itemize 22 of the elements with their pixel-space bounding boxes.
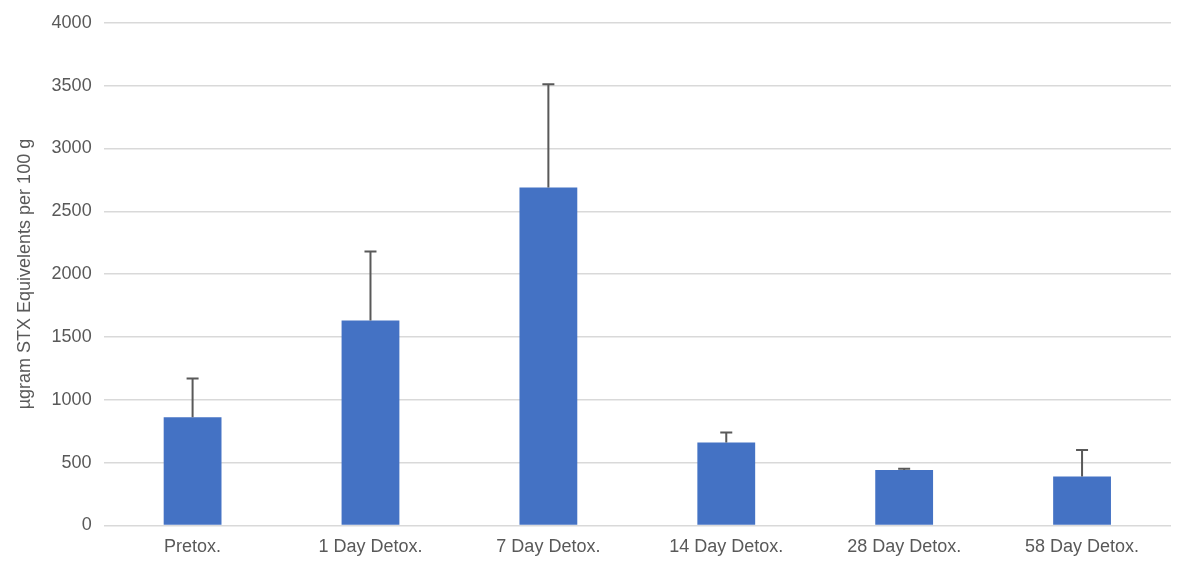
bar: [1053, 476, 1111, 525]
bar: [341, 320, 400, 525]
x-tick-label: 1 Day Detox.: [318, 536, 423, 557]
x-tick-label: 7 Day Detox.: [496, 536, 601, 557]
y-tick-label: 1500: [51, 325, 92, 346]
y-tick-label: 1000: [51, 388, 92, 409]
y-tick-label: 3000: [51, 137, 92, 158]
bar: [163, 417, 222, 525]
y-tick-label: 3500: [51, 74, 92, 95]
bar: [875, 470, 934, 525]
x-tick-label: 28 Day Detox.: [847, 536, 962, 557]
y-tick-label: 2000: [51, 263, 92, 284]
y-axis-title: µgram STX Equivelents per 100 g: [13, 138, 34, 410]
bar: [519, 187, 578, 525]
y-tick-label: 500: [61, 451, 92, 472]
y-tick-label: 2500: [51, 200, 92, 221]
y-tick-label: 0: [81, 514, 92, 535]
bar: [697, 442, 756, 525]
x-tick-label: 58 Day Detox.: [1025, 536, 1140, 557]
y-tick-label: 4000: [51, 11, 92, 32]
x-tick-label: Pretox.: [164, 536, 222, 557]
x-tick-label: 14 Day Detox.: [669, 536, 784, 557]
